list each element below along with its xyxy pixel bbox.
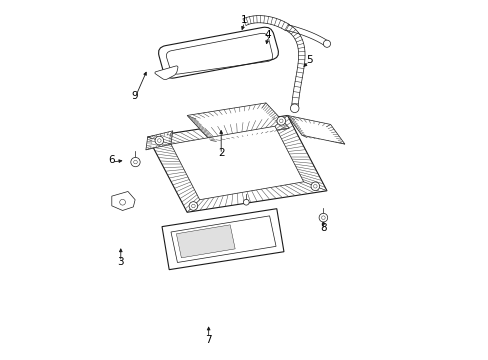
Text: 4: 4 (264, 30, 270, 40)
PathPatch shape (158, 27, 278, 78)
Circle shape (319, 213, 327, 222)
Polygon shape (171, 126, 303, 200)
Circle shape (323, 40, 330, 47)
Polygon shape (162, 209, 284, 270)
Text: 1: 1 (241, 15, 247, 26)
Polygon shape (147, 116, 326, 212)
Text: 3: 3 (117, 257, 124, 267)
PathPatch shape (154, 66, 178, 80)
Circle shape (155, 136, 163, 145)
Circle shape (243, 199, 249, 205)
Text: 2: 2 (218, 148, 224, 158)
Text: 7: 7 (205, 334, 211, 345)
Polygon shape (145, 131, 172, 150)
Text: 9: 9 (132, 91, 138, 101)
Polygon shape (287, 116, 344, 144)
Circle shape (290, 104, 298, 113)
Text: 6: 6 (108, 155, 115, 165)
Polygon shape (171, 216, 276, 262)
Circle shape (189, 202, 197, 210)
Circle shape (276, 117, 285, 125)
Circle shape (131, 157, 140, 167)
Polygon shape (176, 225, 235, 258)
Polygon shape (187, 103, 289, 140)
Polygon shape (112, 192, 135, 211)
Text: 5: 5 (305, 55, 312, 65)
Circle shape (310, 182, 319, 190)
Text: 8: 8 (320, 224, 326, 233)
